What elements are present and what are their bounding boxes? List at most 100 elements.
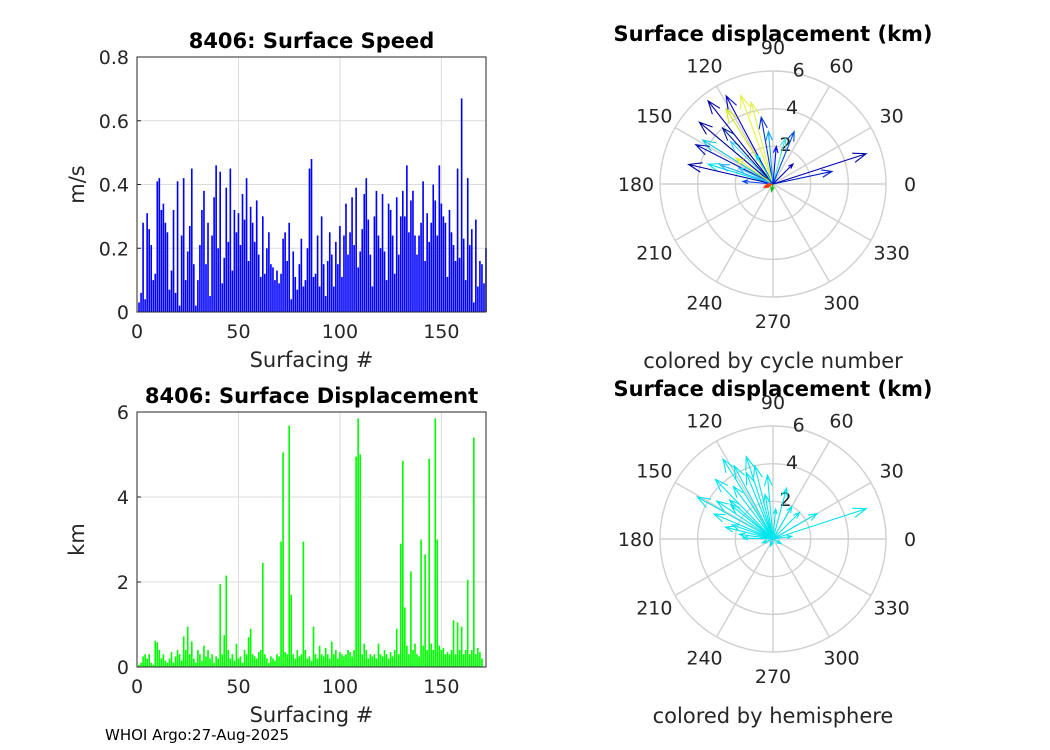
bar	[229, 658, 232, 667]
displacement-arrow	[721, 126, 774, 185]
bar	[456, 622, 459, 667]
bar	[416, 254, 418, 312]
bar	[186, 626, 189, 667]
bar	[156, 181, 159, 312]
displacement-arrow	[734, 157, 774, 185]
y-tick-label: 0.6	[99, 111, 129, 133]
bar	[418, 235, 420, 312]
bar	[274, 280, 276, 312]
y-axis-label: m/s	[65, 165, 89, 203]
bar	[310, 660, 313, 667]
bar	[393, 650, 396, 667]
bar	[174, 292, 177, 312]
y-tick-label: 4	[117, 487, 129, 509]
y-axis-label: km	[65, 523, 89, 556]
bar	[233, 210, 236, 312]
displacement-arrow	[772, 511, 801, 540]
bar	[460, 626, 463, 667]
bar	[296, 650, 299, 667]
bar	[367, 219, 370, 312]
bar	[176, 181, 179, 312]
radius-label: 6	[793, 60, 805, 82]
bar	[475, 219, 477, 312]
chart-title: Surface displacement (km)	[613, 22, 932, 46]
bar	[144, 299, 146, 312]
bar	[395, 628, 398, 667]
bar	[434, 418, 437, 667]
bar	[316, 235, 319, 312]
bar	[320, 216, 323, 312]
displacement-arrow	[706, 162, 774, 185]
bar	[308, 656, 311, 667]
bar	[324, 647, 327, 667]
bar	[479, 652, 481, 667]
bar	[268, 232, 270, 312]
bar	[178, 654, 181, 667]
bar	[140, 292, 142, 312]
bar	[304, 650, 307, 667]
bar	[264, 654, 266, 667]
bar	[436, 539, 439, 667]
x-tick-label: 0	[131, 321, 143, 343]
bar	[288, 425, 290, 667]
bar	[397, 654, 400, 667]
bar	[444, 222, 447, 312]
angle-label: 240	[686, 648, 722, 670]
displacement-arrow	[772, 152, 868, 185]
polar-spoke	[772, 538, 872, 597]
displacement-arrow	[772, 486, 789, 540]
bar	[257, 652, 260, 667]
bar	[270, 264, 272, 312]
bar	[243, 219, 246, 312]
bar	[322, 656, 325, 667]
bar	[170, 270, 173, 312]
angle-label: 330	[874, 598, 910, 620]
bar	[166, 232, 169, 312]
bar	[223, 257, 226, 312]
bar	[294, 658, 297, 667]
bar	[456, 168, 459, 312]
bar	[146, 213, 148, 312]
bar	[138, 664, 140, 667]
bar	[399, 543, 402, 667]
bar	[483, 283, 485, 312]
x-axis-label: Surfacing #	[250, 348, 374, 372]
bar	[357, 267, 359, 312]
bar	[452, 245, 455, 312]
bar	[298, 656, 301, 667]
bar	[345, 203, 347, 312]
bar	[430, 643, 433, 667]
angle-label: 270	[755, 311, 791, 333]
bar	[426, 213, 428, 312]
bar	[160, 210, 163, 312]
bar	[217, 248, 219, 312]
bar	[184, 650, 187, 667]
bar	[203, 190, 205, 312]
bar	[186, 251, 189, 312]
polar-spoke	[715, 538, 774, 638]
angle-label: 30	[880, 106, 904, 128]
bar	[142, 222, 144, 312]
displacement-arrow	[733, 464, 774, 540]
angle-label: 60	[829, 55, 853, 77]
bar	[166, 662, 169, 667]
bar	[223, 635, 226, 667]
bar	[182, 636, 185, 667]
bar	[306, 658, 309, 667]
chart-title: Surface displacement (km)	[613, 377, 932, 401]
displacement-arrow	[772, 144, 779, 185]
bar	[468, 245, 471, 312]
bar	[266, 248, 268, 312]
bar	[458, 650, 461, 667]
bar	[365, 650, 368, 667]
bar	[280, 541, 282, 667]
polar-spoke	[772, 126, 872, 185]
bar	[312, 276, 315, 312]
bar	[418, 656, 420, 667]
bar	[284, 652, 286, 667]
angle-label: 180	[618, 174, 654, 196]
bar	[434, 200, 437, 312]
angle-label: 120	[686, 55, 722, 77]
bar	[391, 235, 394, 312]
